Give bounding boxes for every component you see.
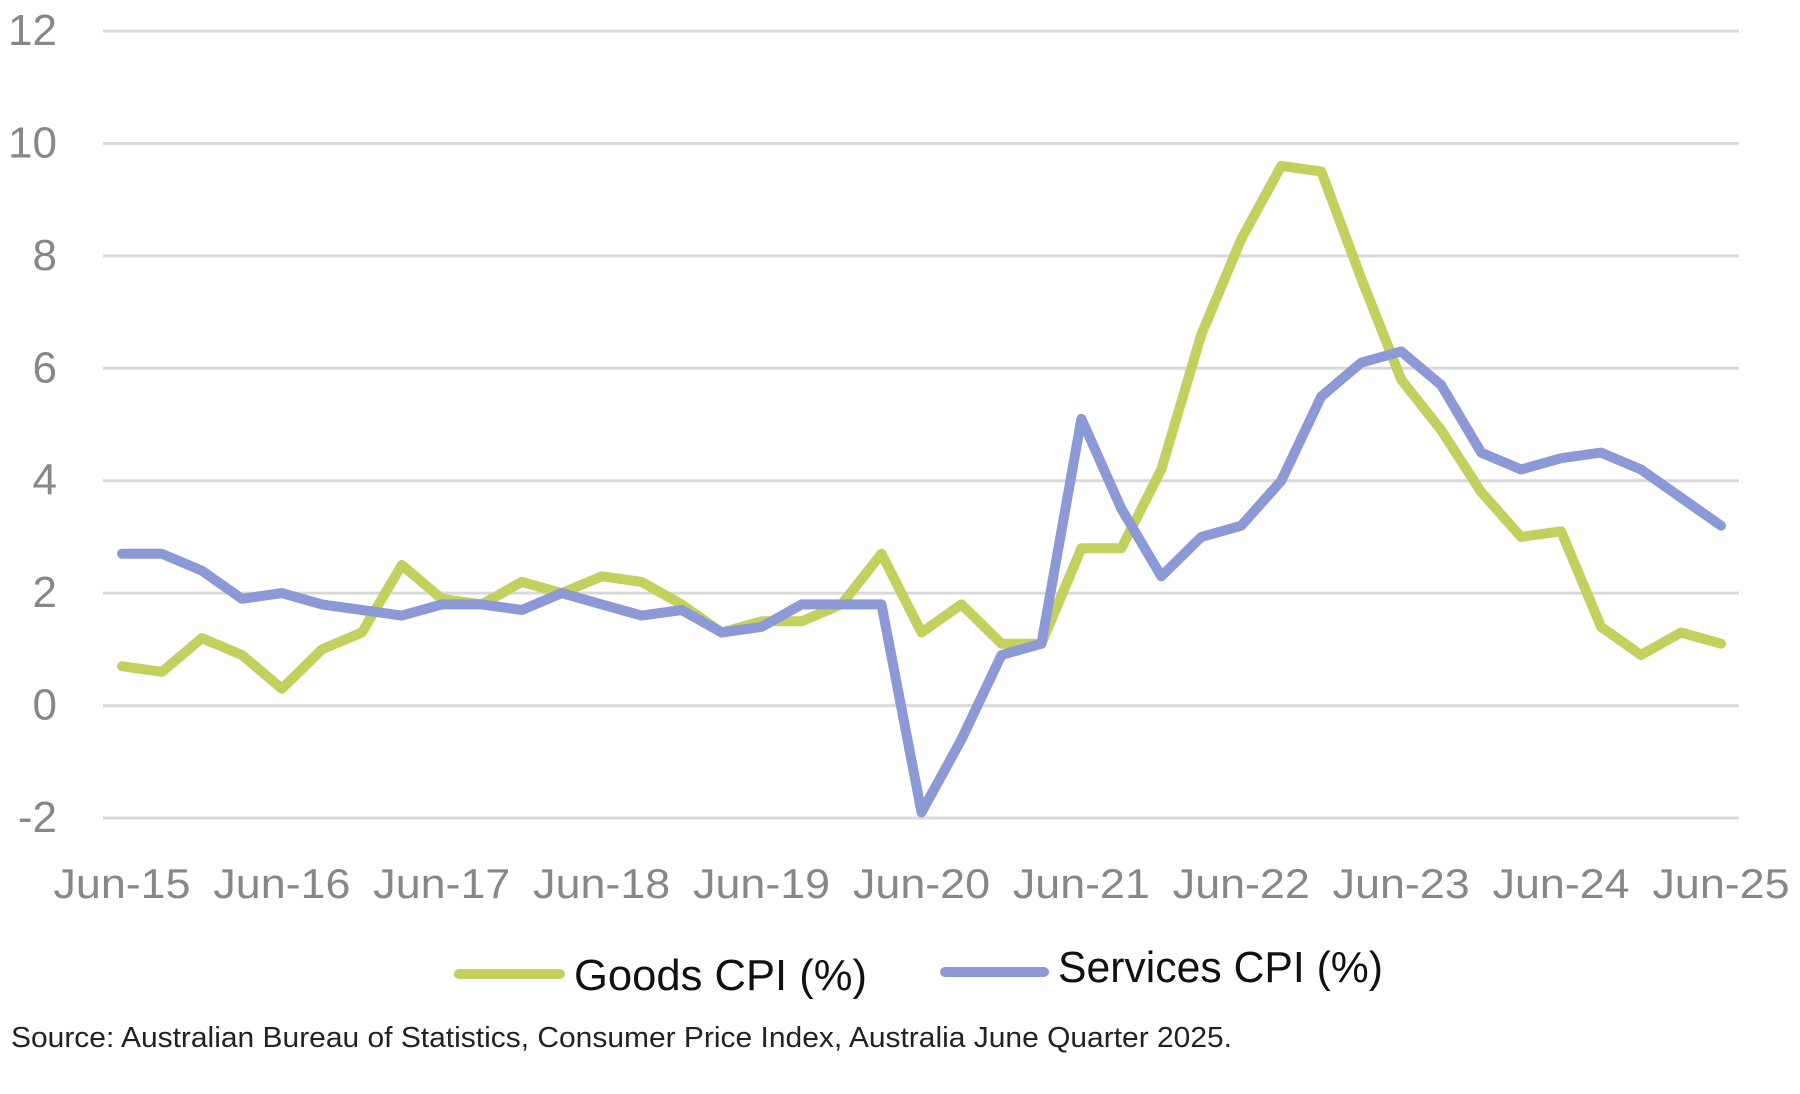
y-tick-label: 10 xyxy=(8,118,57,167)
legend-label-services: Services CPI (%) xyxy=(1058,943,1383,992)
y-tick-label: 2 xyxy=(33,568,57,617)
y-tick-label: 8 xyxy=(33,231,57,280)
y-tick-label: 12 xyxy=(8,6,57,55)
legend-label-goods: Goods CPI (%) xyxy=(574,951,867,1000)
y-tick-label: 0 xyxy=(33,681,57,730)
x-tick-label: Jun-22 xyxy=(1173,860,1310,907)
y-axis-tick-labels: 12 10 8 6 4 2 0 -2 xyxy=(8,6,57,842)
x-tick-label: Jun-21 xyxy=(1013,860,1150,907)
x-tick-label: Jun-16 xyxy=(213,860,350,907)
gridlines xyxy=(103,29,1739,820)
series-line-services[interactable] xyxy=(117,346,1726,818)
series-goods xyxy=(117,160,1726,694)
series-line-goods[interactable] xyxy=(117,160,1726,694)
x-tick-label: Jun-18 xyxy=(533,860,670,907)
y-tick-label: 6 xyxy=(33,343,57,392)
source-note: Source: Australian Bureau of Statistics,… xyxy=(11,1022,1232,1054)
x-tick-label: Jun-23 xyxy=(1333,860,1470,907)
series-services xyxy=(117,346,1726,818)
y-tick-label: 4 xyxy=(33,456,57,505)
x-tick-label: Jun-15 xyxy=(54,860,191,907)
x-tick-label: Jun-17 xyxy=(373,860,510,907)
x-axis-tick-labels: Jun-15 Jun-16 Jun-17 Jun-18 Jun-19 Jun-20 Jun-… xyxy=(54,860,1790,907)
legend-item-goods[interactable]: Goods CPI (%) xyxy=(454,951,867,1000)
y-tick-label: -2 xyxy=(18,793,57,842)
x-tick-label: Jun-25 xyxy=(1653,860,1790,907)
x-tick-label: Jun-19 xyxy=(693,860,830,907)
legend-item-services[interactable]: Services CPI (%) xyxy=(940,943,1383,992)
legend: Goods CPI (%) Services CPI (%) xyxy=(454,943,1383,1000)
series-lines xyxy=(117,160,1726,818)
x-tick-label: Jun-20 xyxy=(853,860,990,907)
x-tick-label: Jun-24 xyxy=(1493,860,1630,907)
